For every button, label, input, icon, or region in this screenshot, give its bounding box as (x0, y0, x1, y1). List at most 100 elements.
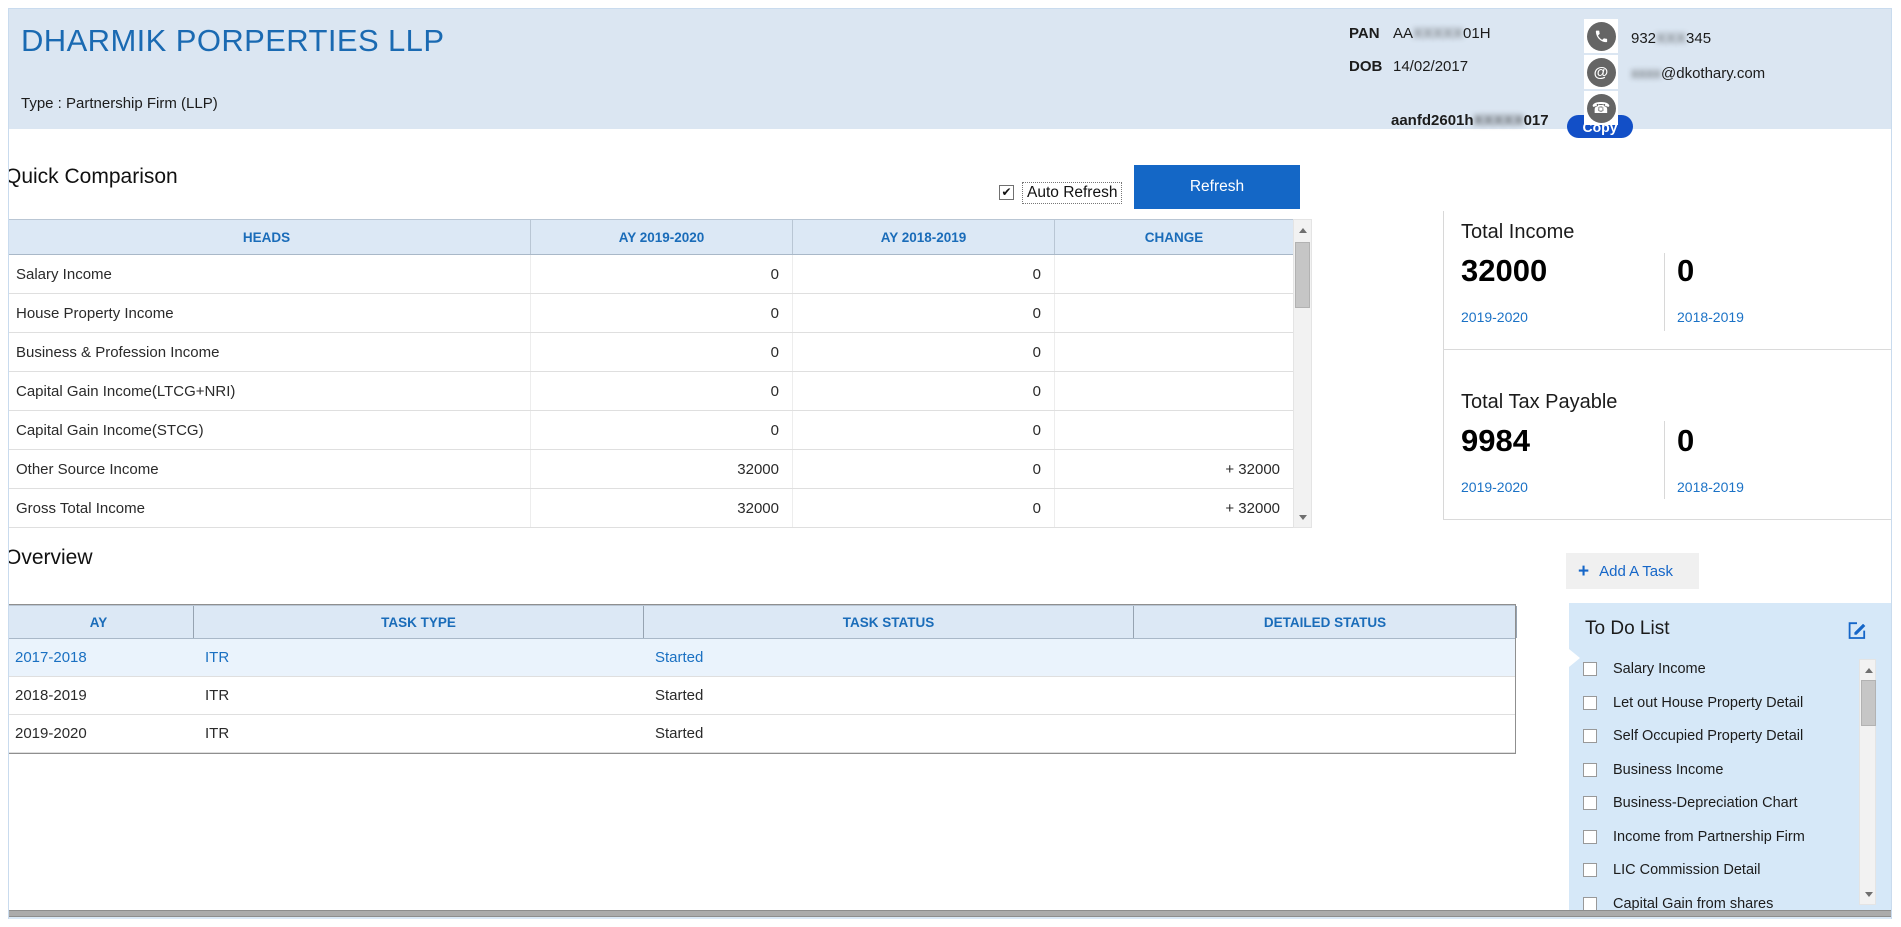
fax-icon-tile: ☎ (1584, 91, 1618, 125)
cell-task-status[interactable]: Started (655, 649, 704, 666)
checkbox-icon[interactable] (1583, 796, 1597, 810)
pan-masked: XXXXX (1413, 25, 1464, 42)
cell-ay2: 0 (793, 333, 1055, 371)
todo-item[interactable]: Self Occupied Property Detail (1583, 726, 1805, 746)
total-tax-previous-link[interactable]: 2018-2019 (1677, 479, 1744, 495)
todo-item[interactable]: Salary Income (1583, 659, 1805, 679)
auto-refresh-checkbox[interactable]: ✔ (999, 185, 1014, 200)
checkbox-icon[interactable] (1583, 729, 1597, 743)
scrollbar-thumb[interactable] (1295, 242, 1310, 308)
table-row: Capital Gain Income(LTCG+NRI) 0 0 (9, 372, 1293, 411)
quick-comparison-table: HEADS AY 2019-2020 AY 2018-2019 CHANGE S… (9, 219, 1293, 528)
add-a-task-button[interactable]: + Add A Task (1566, 553, 1699, 589)
summary-left-divider (1443, 211, 1444, 519)
cell-head: House Property Income (9, 294, 531, 332)
todo-item-label: Let out House Property Detail (1613, 694, 1804, 711)
quick-comparison-scrollbar[interactable] (1293, 219, 1312, 528)
dob-value: 14/02/2017 (1393, 58, 1469, 75)
horizontal-scrollbar[interactable] (9, 910, 1891, 917)
email-masked: xxxx (1631, 65, 1661, 82)
todo-item[interactable]: LIC Commission Detail (1583, 860, 1805, 880)
dob-label: DOB (1349, 58, 1383, 75)
table-row[interactable]: 2018-2019 ITR Started (9, 677, 1517, 715)
cell-task-status[interactable]: Started (655, 687, 704, 704)
cell-ay[interactable]: 2018-2019 (15, 687, 87, 704)
todo-item-label: Capital Gain from shares (1613, 895, 1774, 912)
overview-table: AY TASK TYPE TASK STATUS DETAILED STATUS… (9, 604, 1517, 754)
cell-task-type[interactable]: ITR (205, 687, 230, 704)
cell-head: Capital Gain Income(LTCG+NRI) (9, 372, 531, 410)
phone-icon-tile (1584, 19, 1618, 53)
summary-divider (1664, 253, 1665, 331)
cell-detailed-status[interactable] (1134, 677, 1517, 714)
cell-task-type[interactable]: ITR (205, 725, 230, 742)
plus-icon: + (1578, 560, 1590, 582)
pan-value: AAXXXXX01H (1393, 25, 1491, 42)
checkbox-icon[interactable] (1583, 695, 1597, 710)
company-type: Type : Partnership Firm (LLP) (21, 95, 218, 112)
todo-item[interactable]: Capital Gain from shares (1583, 894, 1805, 914)
scroll-down-arrow[interactable] (1860, 885, 1877, 903)
cell-detailed-status[interactable] (1134, 715, 1517, 752)
cell-ay2: 0 (793, 450, 1055, 488)
cell-task-type[interactable]: ITR (205, 649, 230, 666)
table-row[interactable]: 2019-2020 ITR Started (9, 715, 1517, 753)
triangle-down-icon (1864, 891, 1873, 897)
cell-ay1: 0 (531, 333, 793, 371)
total-income-current-value: 32000 (1461, 253, 1548, 288)
refresh-button[interactable]: Refresh (1134, 165, 1300, 209)
checkbox-icon[interactable] (1583, 829, 1597, 844)
cell-head: Gross Total Income (9, 489, 531, 527)
todo-item-label: LIC Commission Detail (1613, 862, 1761, 878)
todo-list-title: To Do List (1585, 618, 1670, 639)
total-tax-current-value: 9984 (1461, 423, 1530, 458)
scroll-up-arrow[interactable] (1860, 661, 1877, 679)
table-row: Gross Total Income 32000 0 + 32000 (9, 489, 1293, 528)
todo-item[interactable]: Business Income (1583, 760, 1805, 780)
summary-separator (1443, 519, 1891, 520)
quick-comparison-title: Quick Comparison (8, 165, 178, 188)
cell-ay1: 0 (531, 411, 793, 449)
todo-item[interactable]: Income from Partnership Firm (1583, 827, 1805, 847)
checkbox-icon[interactable] (1583, 863, 1597, 877)
cell-task-status[interactable]: Started (655, 725, 704, 742)
cell-ay2: 0 (793, 372, 1055, 410)
cell-ay[interactable]: 2017-2018 (15, 649, 87, 666)
scroll-down-arrow[interactable] (1294, 508, 1311, 526)
efiling-user-id: aanfd2601hXXXXX017 (1391, 112, 1549, 129)
todo-items: Salary Income Let out House Property Det… (1583, 659, 1805, 914)
phone-icon (1586, 21, 1616, 51)
total-tax-previous-value: 0 (1677, 423, 1695, 458)
auto-refresh-label[interactable]: Auto Refresh (1022, 182, 1123, 204)
cell-detailed-status[interactable] (1134, 639, 1517, 676)
checkbox-icon[interactable] (1583, 662, 1597, 676)
total-income-title: Total Income (1461, 221, 1575, 243)
edit-icon[interactable] (1847, 620, 1867, 640)
scroll-up-arrow[interactable] (1294, 221, 1311, 239)
scrollbar-thumb[interactable] (1861, 680, 1876, 726)
todo-panel-notch (1569, 649, 1580, 667)
checkbox-icon[interactable] (1583, 762, 1597, 777)
total-tax-current-link[interactable]: 2019-2020 (1461, 479, 1528, 495)
cell-ay1: 0 (531, 255, 793, 293)
add-a-task-label: Add A Task (1599, 562, 1674, 580)
fax-icon: ☎ (1586, 93, 1616, 123)
summary-separator (1443, 349, 1891, 350)
triangle-up-icon (1298, 227, 1307, 233)
column-header-ay-2018-2019: AY 2018-2019 (793, 220, 1055, 254)
checkbox-icon[interactable] (1583, 896, 1597, 911)
cell-change (1055, 294, 1293, 332)
cell-head: Other Source Income (9, 450, 531, 488)
total-income-previous-link[interactable]: 2018-2019 (1677, 309, 1744, 325)
pan-row: PAN AAXXXXX01H (1349, 25, 1491, 42)
todo-item[interactable]: Business-Depreciation Chart (1583, 793, 1805, 813)
todo-scrollbar[interactable] (1859, 659, 1876, 905)
column-header-ay-2019-2020: AY 2019-2020 (531, 220, 793, 254)
triangle-up-icon (1864, 667, 1873, 673)
total-income-current-link[interactable]: 2019-2020 (1461, 309, 1528, 325)
cell-ay[interactable]: 2019-2020 (15, 725, 87, 742)
table-row-selected[interactable]: 2017-2018 ITR Started (9, 639, 1517, 677)
todo-item[interactable]: Let out House Property Detail (1583, 693, 1805, 713)
phone-number: 932XXX345 (1631, 30, 1712, 47)
cell-head: Capital Gain Income(STCG) (9, 411, 531, 449)
